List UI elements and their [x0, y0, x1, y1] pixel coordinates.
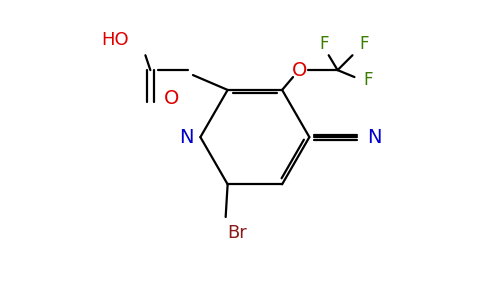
Text: O: O	[292, 61, 308, 80]
Text: O: O	[164, 89, 180, 108]
Text: HO: HO	[101, 32, 129, 50]
Text: F: F	[319, 35, 329, 53]
Text: N: N	[179, 128, 194, 147]
Text: F: F	[360, 35, 369, 53]
Text: Br: Br	[227, 224, 247, 242]
Text: F: F	[363, 71, 373, 89]
Text: N: N	[367, 128, 381, 147]
